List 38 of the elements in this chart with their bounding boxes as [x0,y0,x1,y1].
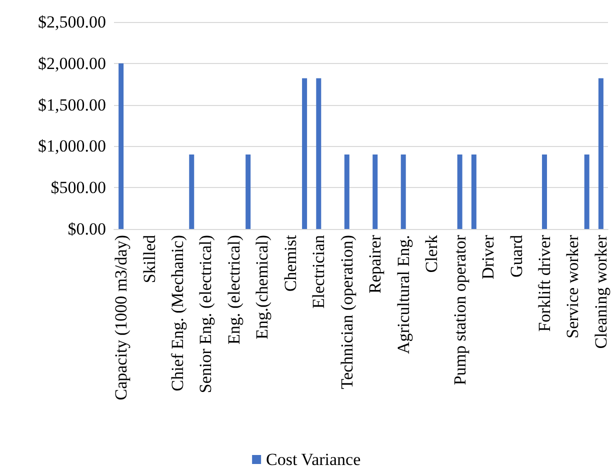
bar [400,154,406,229]
x-tick-label: Senior Eng. (electrical) [196,235,216,394]
y-tick-label: $1,500.00 [38,95,106,114]
y-tick-label: $2,000.00 [38,54,106,73]
y-tick-label: $500.00 [50,178,106,198]
bar [457,154,462,229]
y-tick-label: $2,500.00 [38,12,106,32]
x-tick-label: Driver [478,234,498,280]
x-tick-label: Pump station operator [450,234,470,386]
bar [302,78,308,229]
y-tick-label: $1,000.00 [38,136,106,156]
bar [372,154,378,229]
x-tick-label: Service worker [563,234,582,338]
bar [189,154,194,229]
x-tick-label: Chief Eng. (Mechanic) [168,235,188,392]
x-tick-label: Agricultural Eng. [394,235,413,354]
bar [542,154,547,229]
y-tick-label: $0.00 [68,220,106,238]
x-tick-label: Eng. (electrical) [224,235,244,344]
x-tick-label: Eng.(chemical) [252,235,272,340]
x-tick-label: Clerk [422,234,442,273]
bar [118,63,124,229]
x-tick-label: Cleaning worker [591,234,610,349]
x-tick-label: Chemist [280,234,300,292]
x-tick-label: Technician (operation) [337,235,356,390]
bar [584,154,590,229]
x-tick-label: Repairer [366,234,385,294]
bar [344,154,350,229]
bar [598,78,604,229]
bar [316,78,322,229]
x-tick-label: Skilled [140,234,159,284]
x-tick-label: Forklift driver [534,234,554,332]
x-tick-label: Capacity (1000 m3/day) [112,235,131,400]
x-tick-label: Guard [506,234,526,278]
legend-label: Cost Variance [266,450,361,469]
bar [471,154,476,229]
bar [246,154,251,229]
x-tick-label: Electrician [309,234,328,309]
